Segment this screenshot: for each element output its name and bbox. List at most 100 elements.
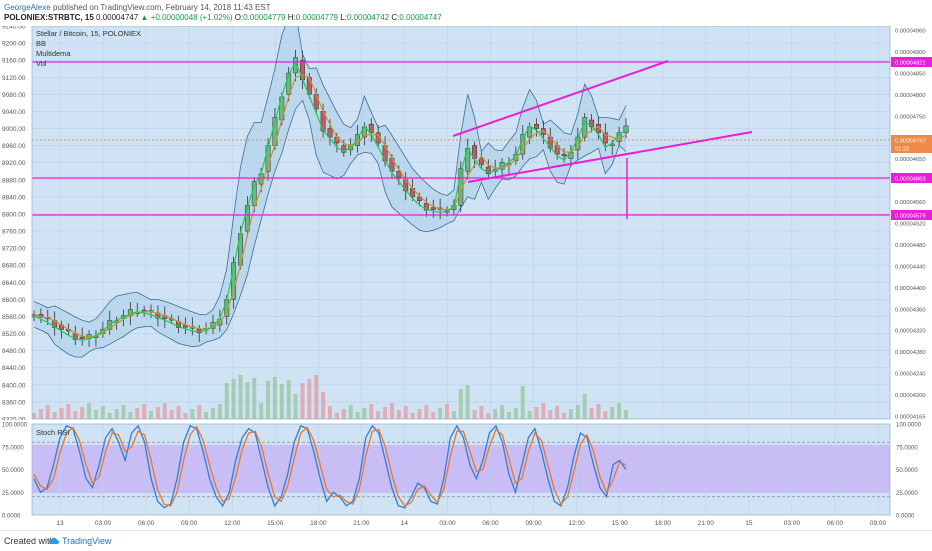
volume-bar [107, 413, 112, 419]
close-label: C: [391, 13, 400, 22]
candle-body [602, 132, 608, 144]
candle-body [430, 207, 436, 210]
volume-bar [575, 405, 580, 419]
right-tick-label: 0.00004280 [895, 350, 926, 356]
price-change: +0.00000048 (+1.02%) [150, 13, 233, 22]
time-tick-label: 09:00 [525, 520, 542, 527]
volume-bar [603, 411, 608, 419]
left-tick-label: 8720.00 [2, 246, 26, 253]
left-tick-label: 9120.00 [2, 75, 26, 82]
time-tick-label: 06:00 [482, 520, 499, 527]
time-tick-label: 15 [745, 520, 753, 527]
volume-bar [217, 404, 222, 419]
candle-body [368, 124, 374, 134]
footer: Created with TradingView [0, 530, 932, 551]
candle-body [478, 158, 484, 165]
price-label-box [891, 173, 932, 183]
time-tick-label: 12:00 [224, 520, 241, 527]
bb-upper [33, 10, 627, 323]
time-tick-label: 15:00 [267, 520, 284, 527]
right-price-axis: 0.00004960 0.00004900 0.00004850 0.00004800… [891, 26, 932, 515]
time-tick-label: 12:00 [568, 520, 585, 527]
volume-bar [231, 379, 236, 419]
legend-stoch-rsi[interactable]: Stoch RSI [36, 428, 70, 437]
volume-bar [176, 406, 181, 419]
volume-bar [190, 409, 195, 419]
volume-bar [224, 383, 229, 419]
tradingview-brand[interactable]: TradingView [62, 536, 112, 546]
wedge-upper-trendline[interactable] [452, 60, 669, 137]
volume-bar [183, 413, 188, 419]
volume-bar [204, 412, 209, 419]
up-arrow-icon: ▲ [140, 13, 149, 22]
volume-bar [52, 412, 57, 419]
left-tick-label: 8440.00 [2, 365, 26, 372]
candle-body [396, 170, 402, 178]
candle-body [313, 94, 319, 110]
time-axis: 13 03:00 06:00 09:00 12:00 15:00 18:00 21:00 14 0… [56, 520, 886, 527]
chart-area[interactable]: 9240.00 9200.00 9160.00 9120.00 9080.00 9040.… [0, 10, 932, 528]
volume-bar [328, 406, 332, 419]
legend-bb[interactable]: BB [36, 39, 46, 48]
volume-bar [66, 404, 71, 419]
volume-bar [355, 412, 360, 419]
candle-body [327, 128, 333, 138]
time-tick-label: 06:00 [138, 520, 155, 527]
volume-bar [32, 413, 36, 419]
right-tick-label: 0.00004560 [895, 200, 926, 206]
bb-fill [34, 11, 626, 358]
price-label-text: 01:22 [895, 147, 910, 153]
volume-bar [610, 407, 615, 419]
volume-bar [472, 410, 477, 419]
symbol-label: POLONIEX:STRBTC, 15 [4, 13, 94, 22]
legend-multidema[interactable]: Multidema [36, 49, 71, 58]
volume-bar [286, 380, 291, 419]
volume-bar [493, 409, 498, 419]
candle-body [472, 145, 478, 159]
volume-bar [135, 408, 140, 419]
low-value: 0.00004742 [346, 13, 390, 22]
candle-body [417, 196, 422, 201]
right-tick-label: 0.00004240 [895, 372, 926, 378]
volume-bar [272, 377, 277, 419]
volume-bar [121, 405, 126, 419]
price-chart[interactable]: 9240.00 9200.00 9160.00 9120.00 9080.00 9040.… [0, 10, 932, 528]
chart-header: GeorgeAlexe published on TradingView.com… [0, 0, 932, 26]
volume-bar [383, 407, 388, 419]
volume-bar [486, 413, 491, 419]
legend-vol[interactable]: Vol [36, 59, 47, 68]
left-tick-label: 8840.00 [2, 194, 26, 201]
volume-bar [582, 394, 587, 419]
legend-title: Stellar / Bitcoin, 15, POLONIEX [36, 29, 141, 38]
volume-bar [548, 410, 553, 419]
candle-body [423, 203, 429, 211]
volume-bar [252, 378, 257, 419]
volume-bar [169, 410, 174, 419]
left-tick-label: 8640.00 [2, 280, 26, 287]
close-value: 0.00004747 [399, 13, 442, 22]
right-tick-label: 0.00004520 [895, 222, 926, 228]
volume-bar [73, 411, 78, 419]
volume-bar [506, 412, 511, 419]
volume-bar [389, 403, 394, 419]
volume-bar [534, 407, 539, 419]
price-label-box [891, 210, 932, 220]
time-tick-label: 03:00 [95, 520, 112, 527]
left-tick-label: 8920.00 [2, 160, 26, 167]
price-label-text: 0.00004663 [895, 177, 926, 183]
volume-bar [348, 405, 353, 419]
volume-bar [307, 379, 312, 419]
volume-bar [114, 409, 119, 419]
multidema-slow [33, 74, 627, 338]
volume-bar [238, 375, 243, 419]
volume-bar [568, 409, 573, 419]
left-tick-label: 9240.00 [2, 26, 26, 31]
volume-bar [321, 392, 326, 419]
volume-bar [266, 381, 271, 419]
author-name[interactable]: GeorgeAlexe [4, 3, 51, 12]
volume-bar [93, 410, 98, 419]
right-tick-label: 0.00004400 [895, 286, 926, 292]
left-tick-label: 8880.00 [2, 177, 26, 184]
price-label-text: 0.00004747 [895, 139, 926, 145]
left-tick-label: 9040.00 [2, 109, 26, 116]
